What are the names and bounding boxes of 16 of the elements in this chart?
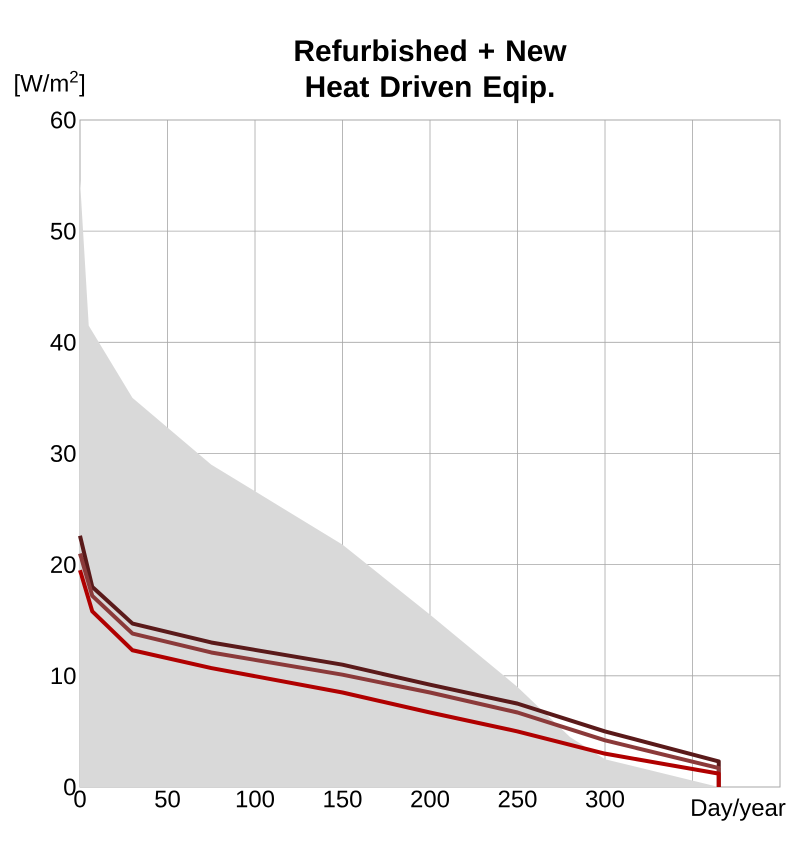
x-tick-label: 150 xyxy=(324,790,362,808)
y-tick-label: 30 xyxy=(50,445,76,462)
x-axis-title: Day/year xyxy=(692,798,786,821)
y-tick-label: 0 xyxy=(64,778,76,796)
y-tick-label: 60 xyxy=(51,112,76,128)
y-tick-label: 10 xyxy=(52,667,76,684)
x-tick-label: 300 xyxy=(586,790,624,808)
x-tick-label: 100 xyxy=(236,790,274,808)
x-tick-label: 200 xyxy=(411,790,449,808)
x-tick-label: 50 xyxy=(155,790,180,808)
x-tick-label: 250 xyxy=(498,790,536,808)
y-tick-label: 20 xyxy=(51,556,76,574)
y-tick-label: 40 xyxy=(50,334,76,351)
y-tick-label: 50 xyxy=(50,222,76,240)
chart-title: Refurbished + New Heat Driven Eqip. xyxy=(295,39,567,104)
y-axis-title: [W/m$^{2}$] xyxy=(15,70,84,96)
